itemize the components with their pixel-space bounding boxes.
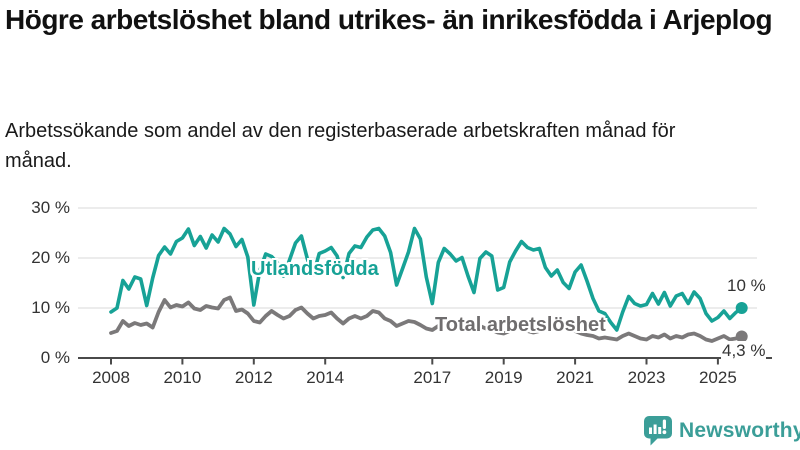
series-end-dot-foreign-born [735, 302, 748, 314]
newsworthy-logo-icon [644, 416, 672, 446]
series-label-total: Total arbetslöshet [435, 314, 606, 336]
x-tick-label: 2010 [163, 368, 202, 387]
chart-title: Högre arbetslöshet bland utrikes- än inr… [5, 4, 773, 35]
series-label-foreign-born: Utlandsfödda [251, 258, 379, 280]
x-tick-label: 2008 [92, 368, 130, 387]
newsworthy-logo-text: Newsworthy [679, 419, 800, 442]
series-line-foreign-born [109, 226, 744, 332]
end-value-total: 4,3 % [721, 341, 767, 361]
x-tick-label: 2025 [698, 368, 737, 387]
series-end-dot-total [735, 330, 748, 343]
x-tick-label: 2023 [627, 368, 666, 387]
newsworthy-logo[interactable]: Newsworthy [644, 416, 800, 446]
y-tick-label: 10 % [31, 298, 70, 317]
x-tick-label: 2017 [413, 368, 452, 387]
y-tick-label: 20 % [31, 248, 70, 267]
x-tick-label: 2019 [484, 368, 523, 387]
gridlines [78, 207, 757, 309]
y-tick-label: 30 % [31, 198, 70, 217]
series-line-total [109, 295, 744, 343]
end-value-foreign-born: 10 % [727, 276, 766, 295]
y-tick-label: 0 % [40, 348, 70, 367]
x-tick-label: 2014 [306, 368, 345, 387]
x-tick-label: 2012 [234, 368, 273, 387]
chart-subtitle: Arbetssökande som andel av den registerb… [5, 120, 676, 172]
x-tick-label: 2021 [556, 368, 594, 387]
x-axis-ticks [110, 358, 719, 365]
